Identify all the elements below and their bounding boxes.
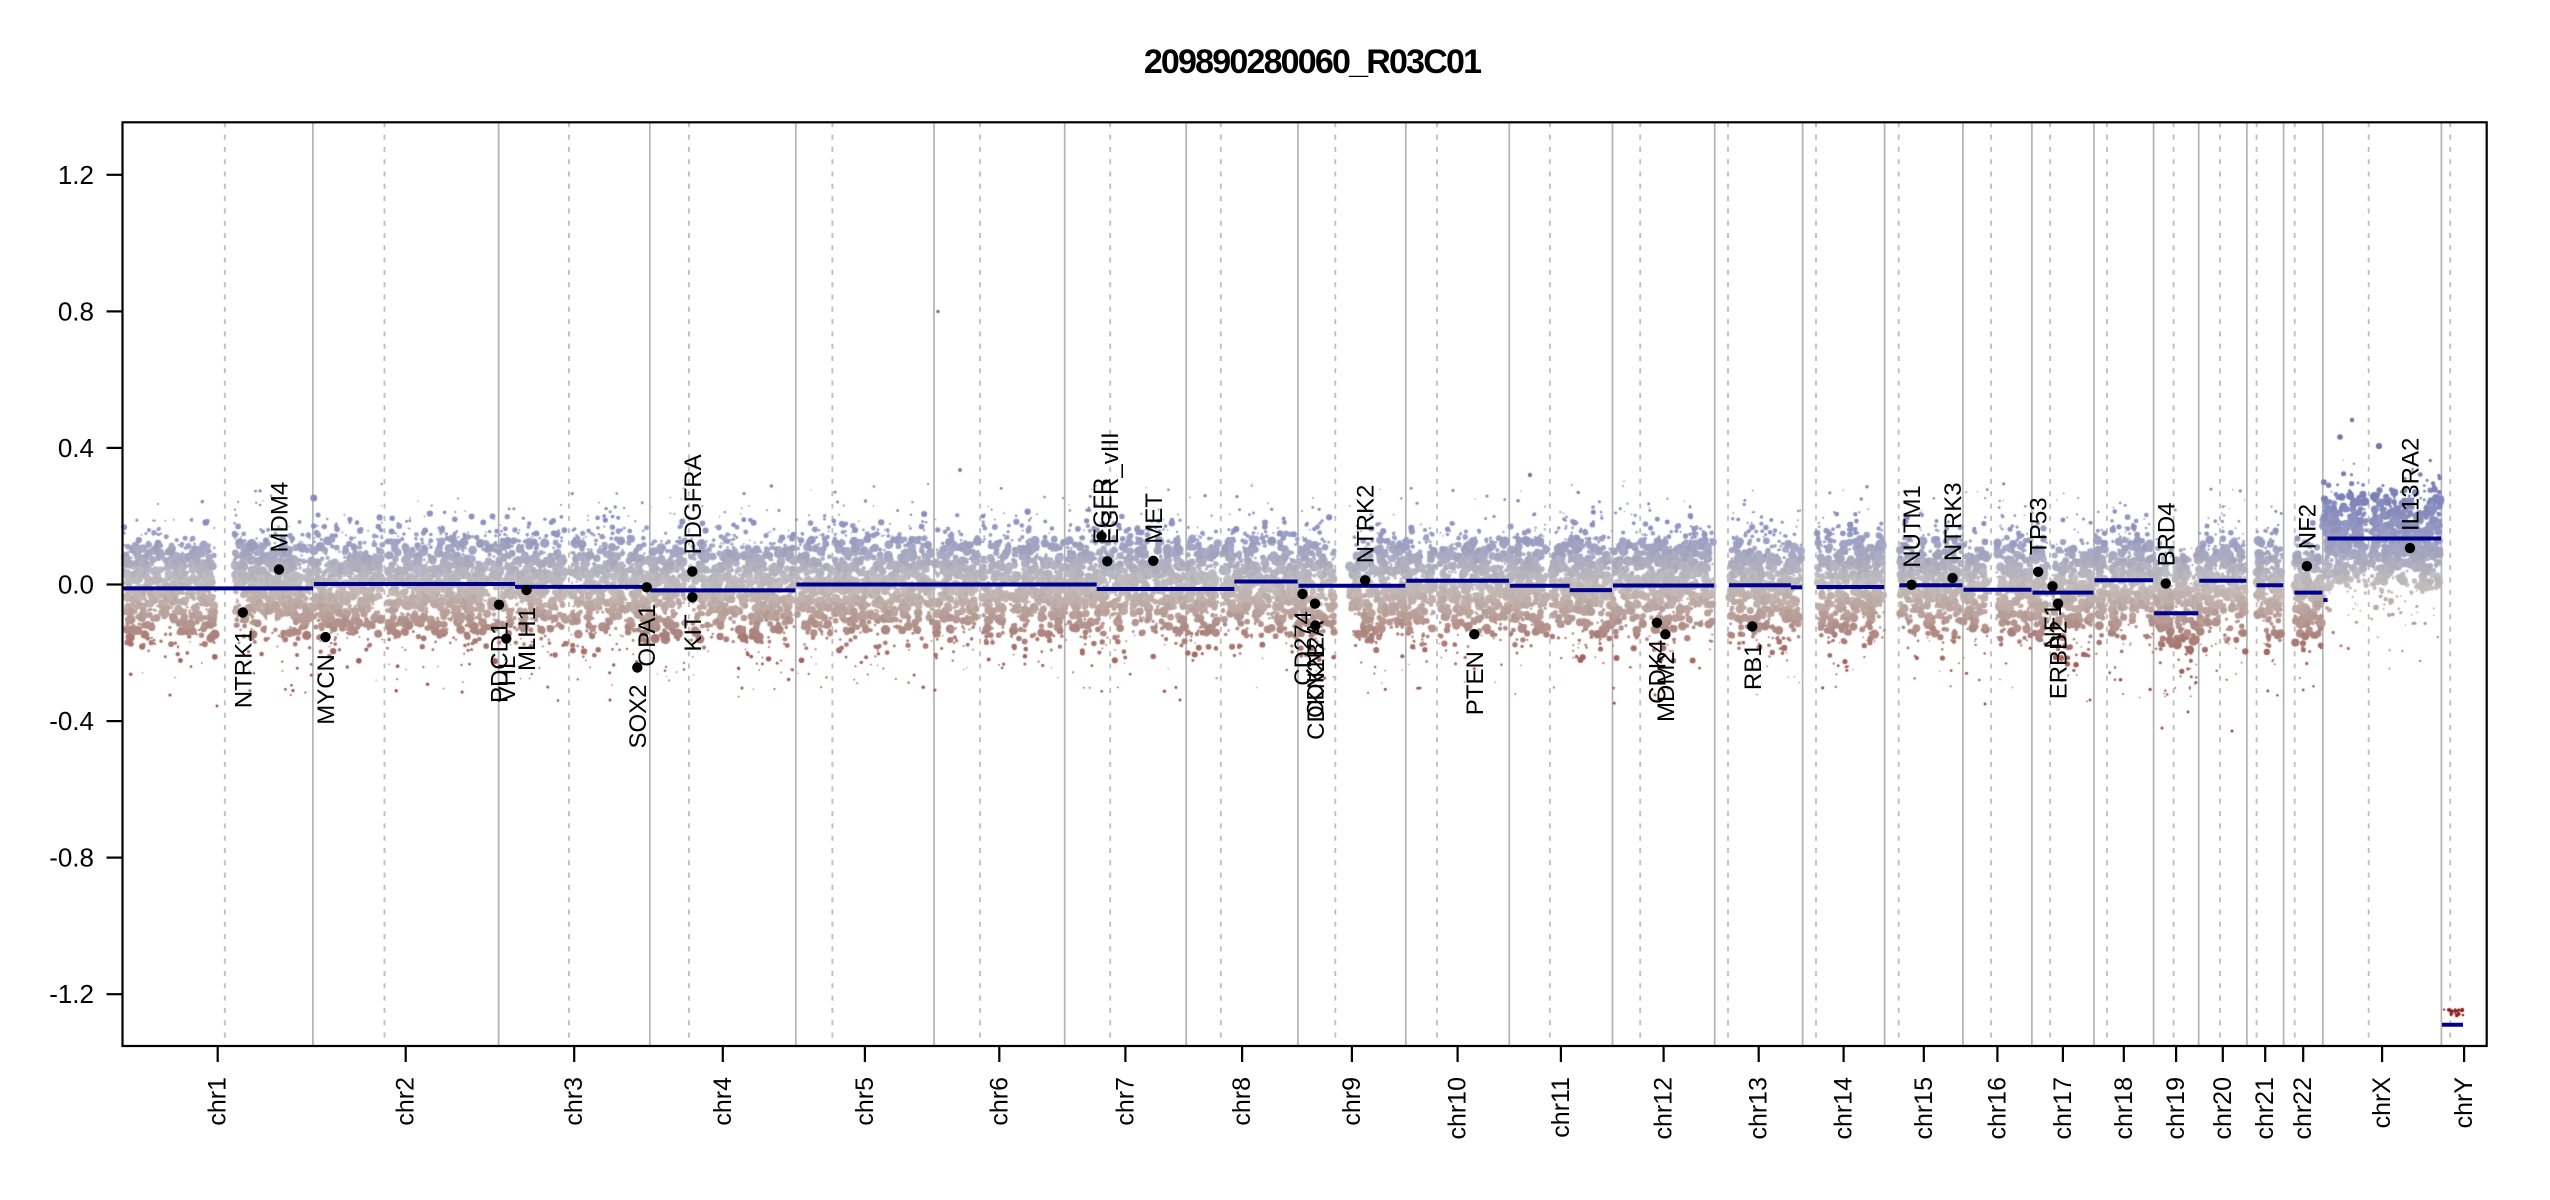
svg-text:chr8: chr8: [1228, 1077, 1256, 1126]
svg-text:NTRK1: NTRK1: [230, 630, 257, 709]
svg-text:NF1: NF1: [2040, 603, 2067, 648]
svg-text:chr11: chr11: [1547, 1077, 1575, 1138]
svg-text:CDKN2A: CDKN2A: [1303, 621, 1330, 718]
svg-text:MDM2: MDM2: [1653, 651, 1680, 722]
svg-text:NTRK2: NTRK2: [1353, 485, 1380, 564]
svg-text:chr18: chr18: [2110, 1077, 2138, 1140]
svg-text:NUTM1: NUTM1: [1899, 485, 1926, 568]
svg-text:PTEN: PTEN: [1462, 651, 1489, 715]
svg-text:chr13: chr13: [1745, 1077, 1773, 1140]
svg-text:209890280060_R03C01: 209890280060_R03C01: [1144, 43, 1481, 81]
svg-text:chr3: chr3: [560, 1077, 588, 1126]
svg-text:CD274: CD274: [1290, 611, 1317, 686]
svg-text:KIT: KIT: [680, 614, 707, 652]
svg-text:MLH1: MLH1: [514, 607, 541, 671]
svg-text:OPA1: OPA1: [634, 604, 661, 666]
svg-text:chr5: chr5: [851, 1077, 879, 1126]
svg-text:chr7: chr7: [1111, 1077, 1139, 1126]
svg-text:1.2: 1.2: [58, 160, 94, 190]
svg-text:-1.2: -1.2: [49, 979, 94, 1009]
svg-text:chrX: chrX: [2368, 1077, 2396, 1129]
svg-text:EGFR_vIII: EGFR_vIII: [1097, 432, 1124, 544]
svg-text:0.8: 0.8: [58, 296, 94, 326]
svg-text:chr9: chr9: [1338, 1077, 1366, 1126]
svg-text:SOX2: SOX2: [625, 685, 652, 749]
svg-text:chr1: chr1: [204, 1077, 232, 1126]
svg-text:chr21: chr21: [2251, 1077, 2279, 1140]
svg-text:chr10: chr10: [1444, 1077, 1472, 1140]
svg-text:MYCN: MYCN: [313, 654, 340, 725]
svg-text:NTRK3: NTRK3: [1940, 482, 1967, 561]
svg-text:0.4: 0.4: [58, 433, 94, 463]
svg-text:PDCD1: PDCD1: [487, 622, 514, 703]
svg-text:MET: MET: [1141, 493, 1168, 544]
svg-text:chr4: chr4: [709, 1077, 737, 1126]
svg-text:CDK4: CDK4: [1644, 640, 1671, 704]
svg-text:CDKN2B: CDKN2B: [1303, 643, 1330, 740]
svg-text:chr14: chr14: [1830, 1077, 1858, 1140]
svg-text:NF2: NF2: [2294, 504, 2321, 549]
svg-text:chr6: chr6: [985, 1077, 1013, 1126]
svg-text:chr15: chr15: [1910, 1077, 1938, 1140]
svg-text:chr20: chr20: [2209, 1077, 2237, 1140]
svg-text:chr2: chr2: [392, 1077, 420, 1126]
svg-text:PDGFRA: PDGFRA: [680, 454, 707, 554]
svg-text:BRD4: BRD4: [2153, 502, 2180, 566]
svg-text:chr17: chr17: [2049, 1077, 2077, 1140]
svg-text:IL13RA2: IL13RA2: [2398, 438, 2425, 531]
svg-text:EGFR: EGFR: [1089, 478, 1116, 545]
svg-text:-0.4: -0.4: [49, 706, 94, 736]
svg-text:TP53: TP53: [2026, 497, 2053, 554]
svg-text:chr19: chr19: [2162, 1077, 2190, 1140]
svg-text:-0.8: -0.8: [49, 843, 94, 873]
svg-text:VHL: VHL: [494, 656, 521, 703]
svg-text:ERBB2: ERBB2: [2046, 621, 2073, 700]
svg-text:chr12: chr12: [1650, 1077, 1678, 1140]
svg-text:MDM4: MDM4: [267, 482, 294, 553]
svg-text:chr22: chr22: [2289, 1077, 2317, 1140]
svg-text:0.0: 0.0: [58, 570, 94, 600]
svg-text:RB1: RB1: [1740, 643, 1767, 690]
svg-text:chrY: chrY: [2450, 1077, 2478, 1129]
svg-text:chr16: chr16: [1983, 1077, 2011, 1140]
